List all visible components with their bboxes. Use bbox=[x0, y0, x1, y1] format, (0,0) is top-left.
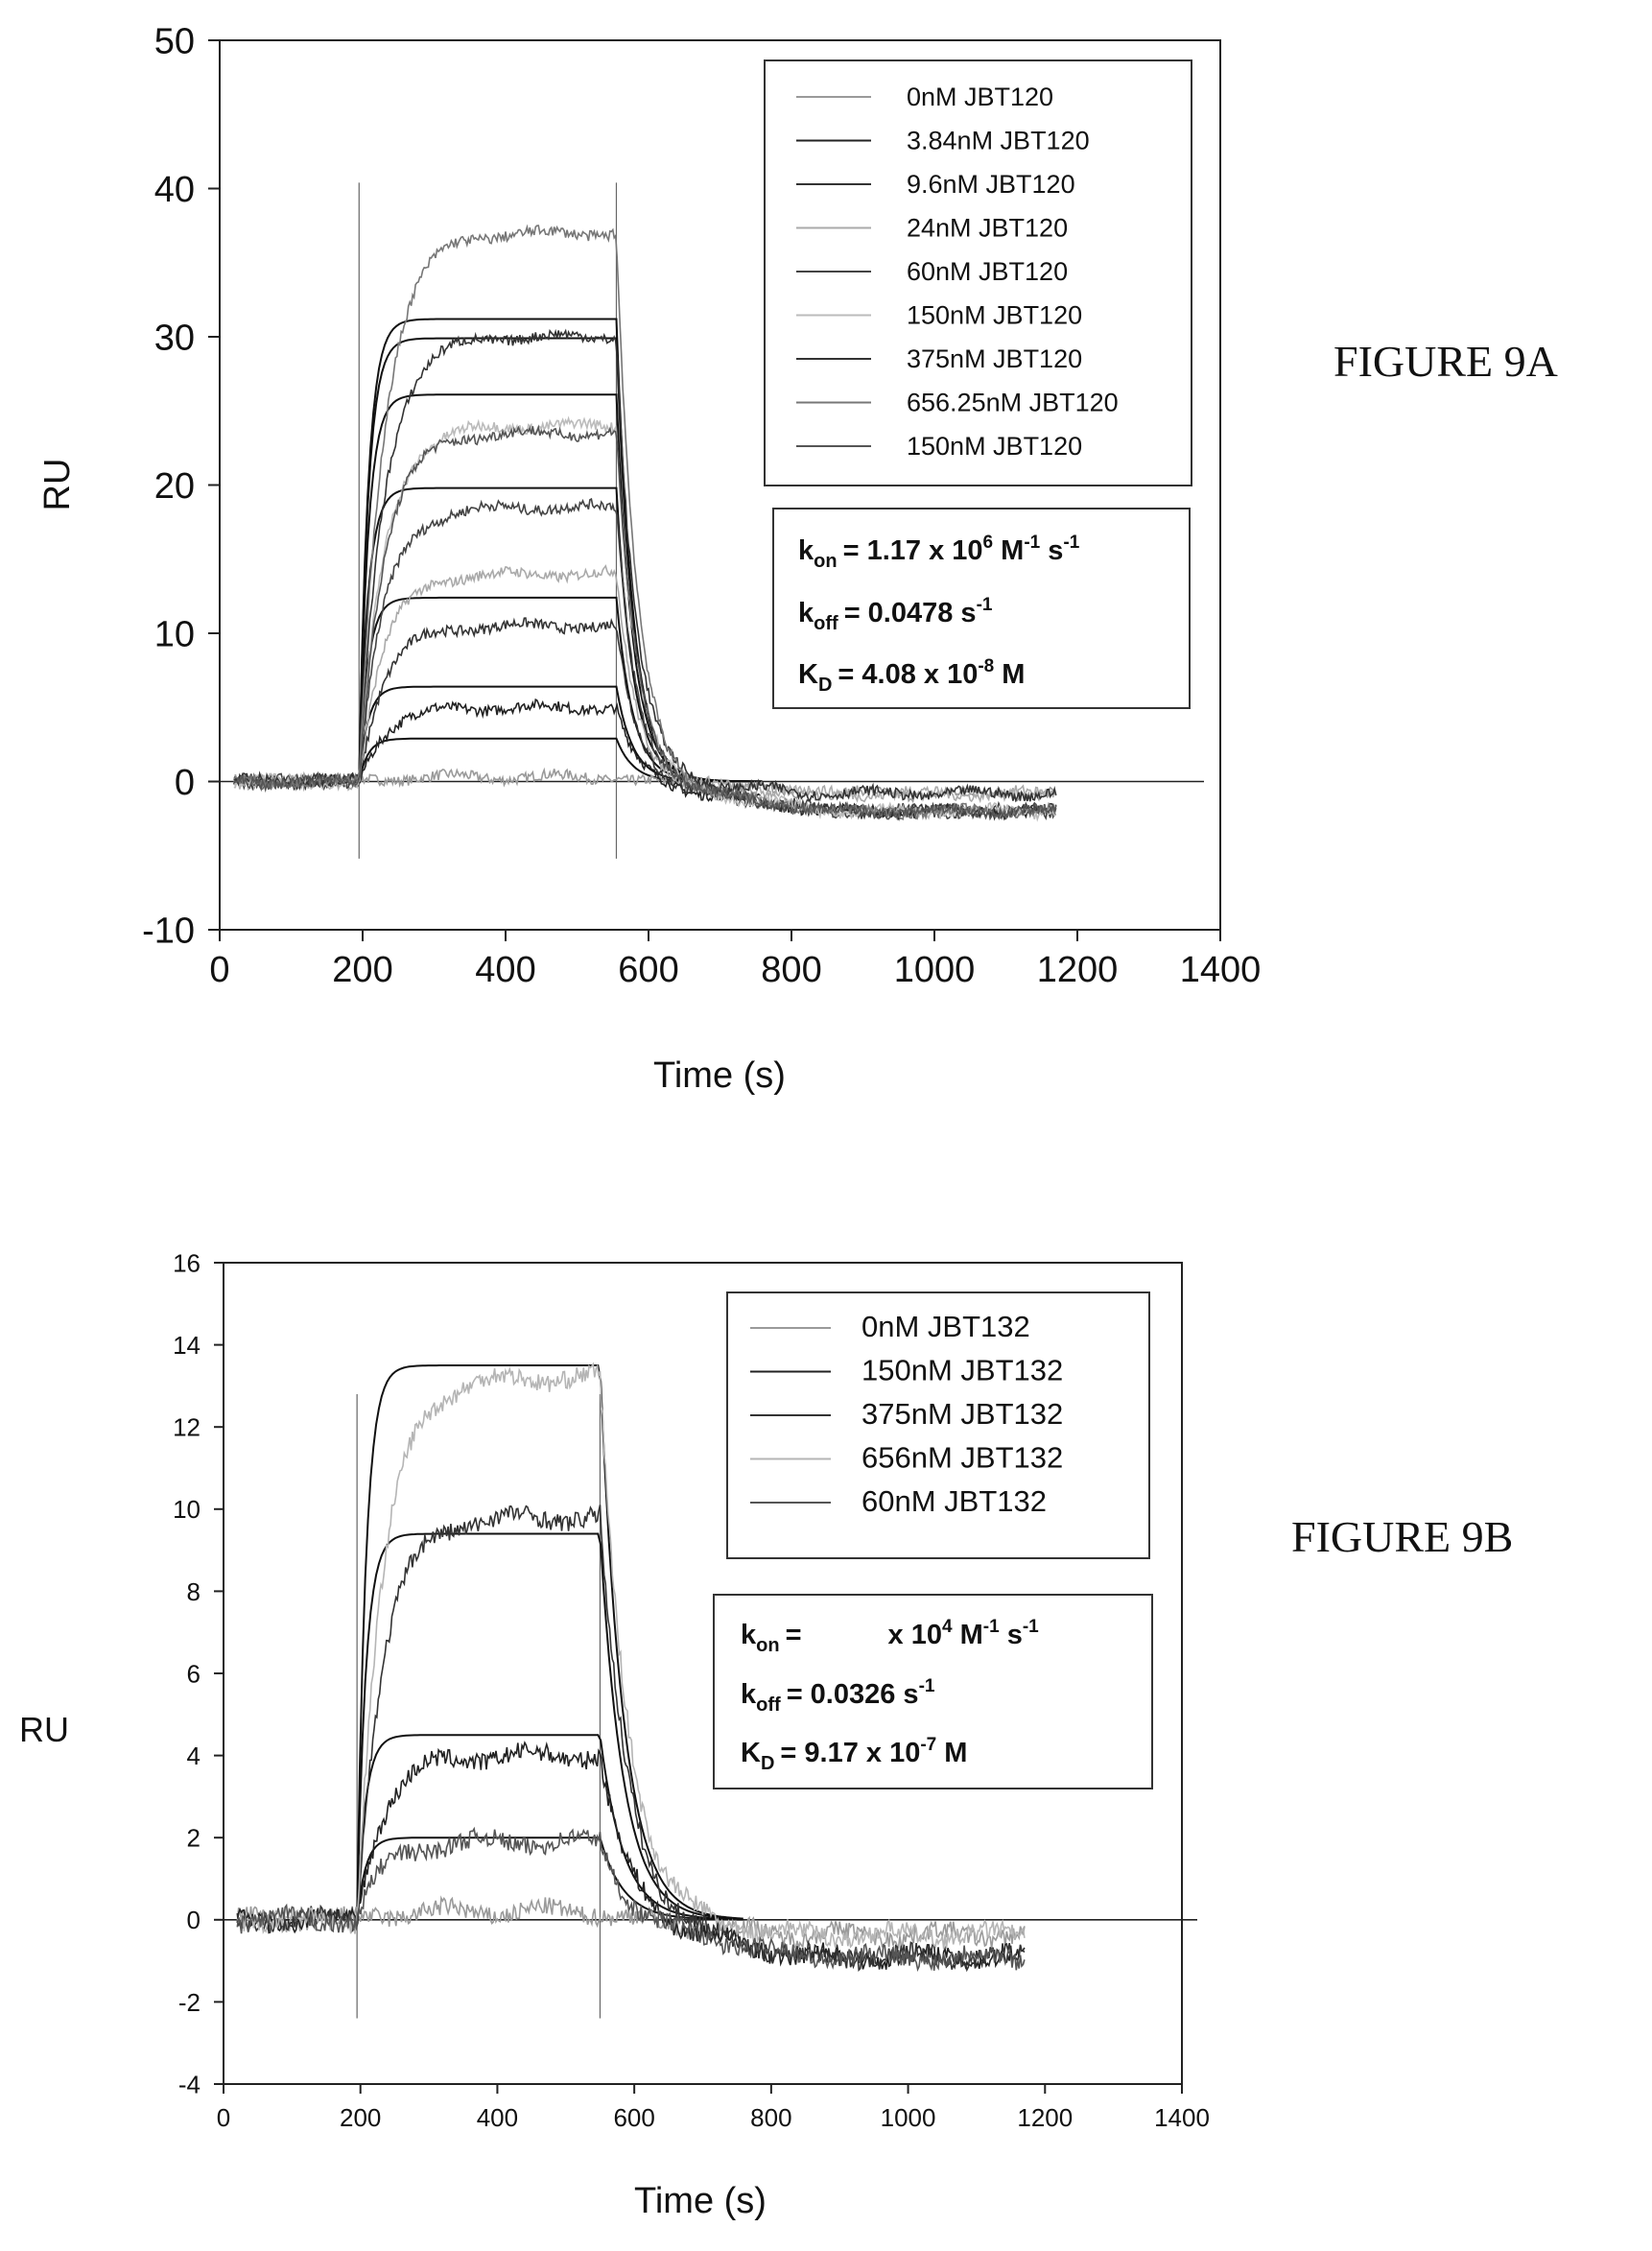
chart-9a-series-trace bbox=[233, 224, 1057, 821]
chart-9b-legend-label: 60nM JBT132 bbox=[861, 1484, 1047, 1518]
chart-9b-x-tick-label: 1200 bbox=[1017, 2103, 1073, 2132]
chart-9b-series-trace bbox=[236, 1895, 1026, 1951]
chart-9b-y-tick-label: 8 bbox=[187, 1577, 201, 1606]
chart-9b-traces bbox=[224, 1362, 1197, 2019]
chart-9b-legend-entries: 0nM JBT132 150nM JBT132 375nM JBT132 656nM … bbox=[750, 1310, 1063, 1518]
chart-9b-x-tick-label: 0 bbox=[217, 2103, 230, 2132]
chart-9b-x-tick-label: 1400 bbox=[1154, 2103, 1210, 2132]
chart-9a-x-tick-label: 1200 bbox=[1037, 950, 1119, 990]
chart-9a-fit-curve bbox=[358, 596, 763, 783]
chart-9a-legend-label: 3.84nM JBT120 bbox=[907, 127, 1090, 155]
chart-9a-series-trace bbox=[233, 564, 1057, 804]
chart-9a-x-tick-label: 1400 bbox=[1180, 950, 1262, 990]
chart-9b: 0 200 400 600 800 1000 1200 1400 -4 -2 0 2 4 6 8 10 12 14… bbox=[19, 1248, 1513, 2221]
chart-9a-legend: 0nM JBT120 3.84nM JBT120 9.6nM JBT120 24nM … bbox=[764, 59, 1192, 486]
chart-9a-y-tick-label: 0 bbox=[175, 763, 195, 803]
chart-9a-series-trace bbox=[233, 328, 1057, 803]
chart-9b-kd-text: KD = 9.17 x 10-7 M bbox=[741, 1735, 967, 1774]
chart-9a-figure-label: FIGURE 9A bbox=[1333, 337, 1558, 386]
chart-9a-x-tick-label: 400 bbox=[475, 950, 535, 990]
chart-9b-y-tick-label: 10 bbox=[173, 1495, 201, 1524]
chart-9a-y-tick-label: 40 bbox=[154, 170, 195, 210]
chart-9a-x-axis-title: Time (s) bbox=[653, 1055, 786, 1096]
chart-9a-legend-label: 375nM JBT120 bbox=[907, 344, 1082, 373]
chart-9b-kon-text: kon = x 104 M-1 s-1 bbox=[741, 1617, 1039, 1656]
chart-9a-legend-frame bbox=[764, 59, 1192, 486]
chart-9a-legend-entries: 0nM JBT120 3.84nM JBT120 9.6nM JBT120 24nM … bbox=[796, 83, 1119, 461]
chart-9b-fit-curve bbox=[356, 1836, 743, 1921]
chart-9a-legend-label: 24nM JBT120 bbox=[907, 214, 1068, 243]
chart-9b-y-tick-label: 12 bbox=[173, 1413, 201, 1442]
chart-9b-kinetics-frame bbox=[713, 1594, 1153, 1789]
chart-9b-kinetics-box: kon = x 104 M-1 s-1 koff = 0.0326 s-1 KD = 9… bbox=[713, 1594, 1153, 1789]
chart-9b-figure-label: FIGURE 9B bbox=[1291, 1512, 1513, 1561]
chart-9b-y-tick-label: -4 bbox=[178, 2070, 201, 2098]
chart-9a-y-tick-label: 20 bbox=[154, 466, 195, 507]
chart-9a-legend-label: 9.6nM JBT120 bbox=[907, 170, 1075, 199]
chart-9b-legend: 0nM JBT132 150nM JBT132 375nM JBT132 656nM … bbox=[726, 1291, 1150, 1559]
chart-9a-traces bbox=[220, 182, 1204, 859]
chart-9a-y-tick-label: -10 bbox=[142, 912, 195, 952]
chart-9b-y-tick-label: 4 bbox=[187, 1742, 201, 1770]
chart-9b-y-tick-label: 0 bbox=[187, 1906, 201, 1934]
chart-9b-legend-label: 150nM JBT132 bbox=[861, 1354, 1063, 1387]
chart-9a-kd-text: KD = 4.08 x 10-8 M bbox=[798, 656, 1025, 696]
chart-9a-series-trace bbox=[233, 617, 1057, 821]
chart-9b-x-tick-label: 600 bbox=[613, 2103, 654, 2132]
chart-9b-legend-label: 375nM JBT132 bbox=[861, 1397, 1063, 1431]
chart-9a-y-tick-label: 30 bbox=[154, 319, 195, 359]
chart-9b-y-tick-label: -2 bbox=[178, 1988, 201, 2017]
chart-9a-x-tick-label: 800 bbox=[761, 950, 821, 990]
chart-9b-y-tick-label: 14 bbox=[173, 1331, 201, 1360]
chart-9a-kinetics-box: kon = 1.17 x 106 M-1 s-1 koff = 0.0478 s-1… bbox=[772, 508, 1191, 709]
chart-9a: 0 200 400 600 800 1000 1200 1400-1001020304050 … bbox=[37, 22, 1558, 1096]
chart-9b-y-tick-label: 2 bbox=[187, 1824, 201, 1853]
chart-9a-ticks: 0 200 400 600 800 1000 1200 1400 -10 0 10 20 30 40 50 bbox=[142, 22, 1261, 990]
chart-9a-x-tick-label: 1000 bbox=[894, 950, 976, 990]
chart-9b-x-tick-label: 200 bbox=[340, 2103, 381, 2132]
chart-9b-y-tick-label: 16 bbox=[173, 1248, 201, 1277]
chart-9a-koff-text: koff = 0.0478 s-1 bbox=[798, 595, 993, 634]
chart-9b-series-trace bbox=[236, 1826, 1026, 1973]
chart-9a-fit-curve bbox=[358, 318, 763, 783]
chart-9b-x-tick-label: 800 bbox=[750, 2103, 791, 2132]
chart-9a-y-axis-title: RU bbox=[37, 459, 78, 511]
chart-9a-fit-curve bbox=[358, 685, 763, 783]
chart-9a-legend-label: 150nM JBT120 bbox=[907, 301, 1082, 330]
chart-9b-koff-text: koff = 0.0326 s-1 bbox=[741, 1676, 935, 1716]
chart-9a-legend-label: 0nM JBT120 bbox=[907, 83, 1053, 111]
chart-9b-fit-curve bbox=[356, 1532, 743, 1920]
chart-9a-series-trace bbox=[233, 424, 1057, 821]
chart-9a-x-tick-label: 0 bbox=[209, 950, 229, 990]
chart-9a-x-tick-label: 200 bbox=[332, 950, 392, 990]
chart-9b-legend-frame bbox=[726, 1291, 1150, 1559]
chart-9a-series-trace bbox=[233, 698, 1057, 821]
chart-9a-x-tick-label: 600 bbox=[618, 950, 678, 990]
chart-9b-ticks: 0 200 400 600 800 1000 1200 1400 -4 -2 0 2 4 6 8 10 12 14… bbox=[173, 1248, 1210, 2131]
chart-9b-y-axis-title: RU bbox=[19, 1710, 69, 1749]
chart-9b-x-tick-label: 400 bbox=[477, 2103, 518, 2132]
chart-9a-kinetics-frame bbox=[772, 508, 1191, 709]
chart-9a-legend-label: 60nM JBT120 bbox=[907, 257, 1068, 286]
chart-9b-x-tick-label: 1000 bbox=[881, 2103, 936, 2132]
chart-9a-legend-label: 656.25nM JBT120 bbox=[907, 389, 1119, 417]
chart-9a-y-tick-label: 10 bbox=[154, 615, 195, 655]
chart-9b-x-axis-title: Time (s) bbox=[634, 2181, 767, 2221]
chart-9b-series-trace bbox=[236, 1362, 1026, 1950]
chart-9b-y-tick-label: 6 bbox=[187, 1659, 201, 1688]
chart-9a-legend-label: 150nM JBT120 bbox=[907, 432, 1082, 461]
chart-9b-legend-label: 0nM JBT132 bbox=[861, 1310, 1030, 1343]
chart-9a-kon-text: kon = 1.17 x 106 M-1 s-1 bbox=[798, 533, 1080, 572]
chart-9b-fit-curve bbox=[356, 1364, 743, 1920]
chart-9a-y-tick-label: 50 bbox=[154, 22, 195, 62]
chart-9b-legend-label: 656nM JBT132 bbox=[861, 1441, 1063, 1475]
